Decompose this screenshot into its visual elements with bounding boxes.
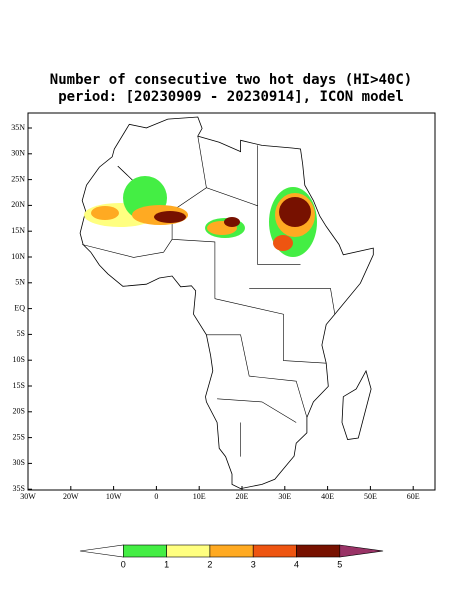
lat-label: 20N [11,200,25,209]
colorbar-label: 5 [337,559,342,569]
colorbar: 0 1 2 3 4 5 [79,544,384,569]
lat-label: 25N [11,174,25,183]
lat-label: 25S [13,432,25,441]
border [249,288,336,315]
lat-label: 35S [13,484,25,493]
lat-label: 5N [15,278,25,287]
lat-label: 10N [11,252,25,261]
lat-label: 5S [17,329,25,338]
lon-label: 30E [278,492,291,501]
colorbar-label: 1 [164,559,169,569]
colorbar-cell [209,544,254,558]
border [82,239,173,258]
colorbar-cell [79,544,124,558]
title: Number of consecutive two hot days (HI>4… [50,72,412,88]
lon-label: 30W [20,492,36,501]
lon-label: 40E [321,492,334,501]
border [197,136,207,188]
lon-label: 60E [407,492,420,501]
colorbar-cell [166,544,211,558]
colorbar-label: 3 [251,559,256,569]
lat-label: 10S [13,355,25,364]
lat-label: 20S [13,407,25,416]
colorbar-label: 4 [294,559,299,569]
lat-label: 15S [13,381,25,390]
colorbar-cell [123,544,167,558]
lon-label: 10E [193,492,206,501]
colorbar-cell [296,544,341,558]
lon-label: 20E [236,492,249,501]
madagascar-outline [341,369,372,440]
lon-label: 50E [364,492,377,501]
lat-label: 30N [11,149,25,158]
subtitle: period: [20230909 - 20230914], ICON mode… [58,89,404,105]
lat-label: EQ [14,303,25,312]
lat-label: 35N [11,123,25,132]
lat-label: 30S [13,458,25,467]
lat-label: 15N [11,226,25,235]
colorbar-cell [339,544,384,558]
lon-label: 0 [154,492,158,501]
colorbar-cell [252,544,297,558]
border [206,334,308,418]
colorbar-label: 2 [207,559,212,569]
hot-day-field [84,176,317,257]
colorbar-label: 0 [121,559,126,569]
lon-label: 20W [63,492,79,501]
border [214,298,327,364]
border [171,211,216,299]
axis-labels: 35N 30N 25N 20N 15N 10N 5N EQ 5S 10S 15S 20S 25S 30S 3… [11,123,420,501]
border [217,398,297,423]
lon-label: 10W [106,492,122,501]
